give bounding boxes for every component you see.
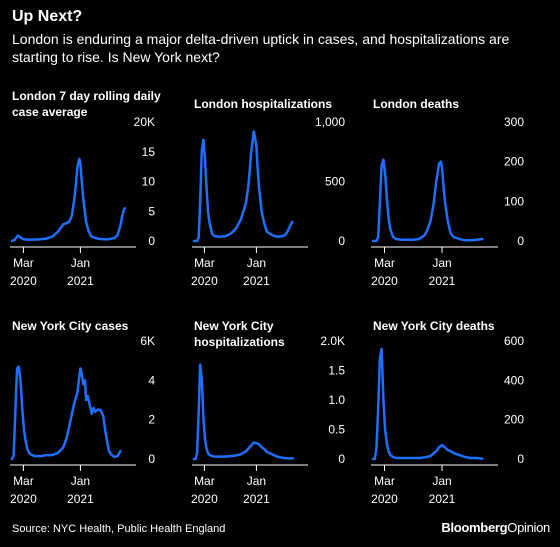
chart-panel-1: London 7 day rolling daily case average 20… [10,89,161,288]
brand-part-1: Bloomberg [441,520,508,535]
y-tick-label: 4 [148,373,155,387]
chart-title-line: New York City [194,319,274,333]
brand-logo: BloombergOpinion [441,520,550,535]
y-tick-label: 0 [517,452,524,466]
y-tick-label: 0 [517,234,524,248]
chart-panel-6: New York City deaths 600 400 200 0 Mar 2020 Jan… [371,319,524,506]
y-tick-label: 0 [338,234,345,248]
page-title: Up Next? [12,8,83,25]
y-tick-label: 300 [504,115,524,129]
chart-title-line: London 7 day rolling daily [12,89,161,103]
y-tick-label: 0 [338,452,345,466]
y-tick-label: 15 [142,145,156,159]
y-tick-label: 5 [148,204,155,218]
y-tick-label: 20K [134,115,155,129]
x-tick-label-month: Mar [194,256,215,270]
y-tick-label: 200 [504,413,524,427]
x-tick-label-month: Jan [432,256,451,270]
chart-title-line: hospitalizations [194,335,285,349]
series-line [192,363,295,461]
y-tick-label: 6K [140,334,155,348]
y-tick-label: 2.0K [320,334,345,348]
y-tick-label: 0 [148,452,155,466]
y-tick-label: 400 [504,373,524,387]
chart-title-line: London hospitalizations [194,97,332,111]
x-tick-label-month: Jan [432,474,451,488]
x-tick-label-year: 2020 [10,492,37,506]
chart-panel-2: London hospitalizations 1,000 500 0 Mar 2020 J… [191,97,345,288]
chart-title-line: case average [12,105,88,119]
x-tick-label-year: 2021 [67,492,94,506]
x-tick-label-year: 2021 [243,492,270,506]
chart-panel-3: London deaths 300 200 100 0 Mar 2020 Jan 2021 [371,97,524,288]
y-tick-label: 2 [148,413,155,427]
x-tick-label-month: Mar [374,256,395,270]
x-tick-label-month: Mar [13,474,34,488]
y-tick-label: 200 [504,155,524,169]
x-tick-label-year: 2020 [371,492,398,506]
x-tick-label-year: 2021 [429,274,456,288]
y-tick-label: 1,000 [315,115,345,129]
x-tick-label-month: Jan [247,474,266,488]
y-tick-label: 500 [325,175,345,189]
y-tick-label: 600 [504,334,524,348]
y-tick-label: 10 [142,175,156,189]
chart-panel-5: New York City hospitalizations 2.0K 1.5 1.0 0… [191,319,345,506]
brand-part-2: Opinion [507,520,550,535]
page-subtitle: London is enduring a major delta-driven … [12,31,510,65]
y-tick-label: 1.5 [328,364,345,378]
x-tick-label-year: 2021 [67,274,94,288]
x-tick-label-month: Mar [13,256,34,270]
series-line [10,365,122,461]
source-note: Source: NYC Health, Public Health Englan… [12,523,226,535]
y-tick-label: 1.0 [328,393,345,407]
y-tick-label: 0.5 [328,423,345,437]
chart-panel-4: New York City cases 6K 4 2 0 Mar 2020 Jan 2021 [10,319,155,506]
chart-title-line: New York City deaths [373,319,495,333]
chart-title-line: London deaths [373,97,459,111]
x-tick-label-month: Jan [247,256,266,270]
x-tick-label-year: 2021 [429,492,456,506]
series-line [10,157,127,243]
x-tick-label-month: Jan [71,256,90,270]
series-line [371,158,484,243]
x-tick-label-month: Mar [374,474,395,488]
series-line [192,130,294,243]
x-tick-label-month: Mar [194,474,215,488]
x-tick-label-year: 2021 [243,274,270,288]
x-tick-label-year: 2020 [191,274,218,288]
x-tick-label-year: 2020 [191,492,218,506]
x-tick-label-year: 2020 [371,274,398,288]
chart-title-line: New York City cases [12,319,129,333]
x-tick-label-month: Jan [71,474,90,488]
x-tick-label-year: 2020 [10,274,37,288]
y-tick-label: 100 [504,194,524,208]
series-line [371,347,484,461]
y-tick-label: 0 [148,234,155,248]
